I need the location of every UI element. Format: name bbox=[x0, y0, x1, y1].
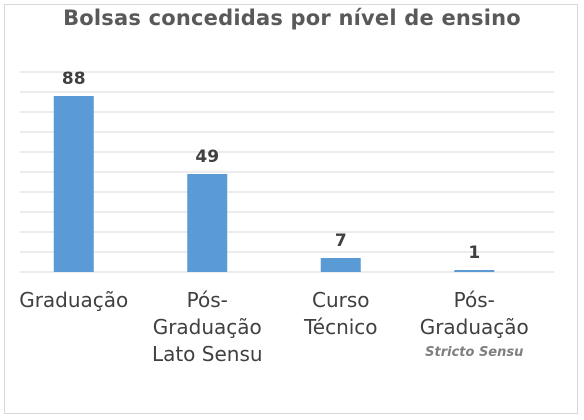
category-sublabel: Stricto Sensu bbox=[425, 345, 524, 360]
category-label-line: Pós- bbox=[453, 288, 495, 312]
category-label: Graduação bbox=[9, 287, 139, 314]
category-label-line: Graduação bbox=[419, 315, 529, 339]
bar bbox=[187, 174, 228, 272]
category-label-line: Graduação bbox=[152, 315, 262, 339]
category-label-line: Lato Sensu bbox=[151, 342, 263, 366]
category-label-line: Pós- bbox=[186, 288, 228, 312]
category-label: Curso Técnico bbox=[276, 287, 406, 341]
category-label: Pós- Graduação Stricto Sensu bbox=[409, 287, 539, 365]
bar bbox=[320, 258, 361, 272]
data-label: 49 bbox=[195, 147, 219, 167]
category-label-line: Técnico bbox=[303, 315, 378, 339]
bar bbox=[454, 270, 495, 272]
category-label-line: Graduação bbox=[19, 288, 129, 312]
data-label: 88 bbox=[62, 69, 86, 89]
data-label: 1 bbox=[468, 243, 480, 263]
chart-title: Bolsas concedidas por nível de ensino bbox=[63, 6, 521, 30]
bar bbox=[53, 96, 94, 272]
category-label-line: Curso bbox=[311, 288, 370, 312]
category-label: Pós- Graduação Lato Sensu bbox=[142, 287, 272, 368]
data-label: 7 bbox=[335, 231, 347, 251]
